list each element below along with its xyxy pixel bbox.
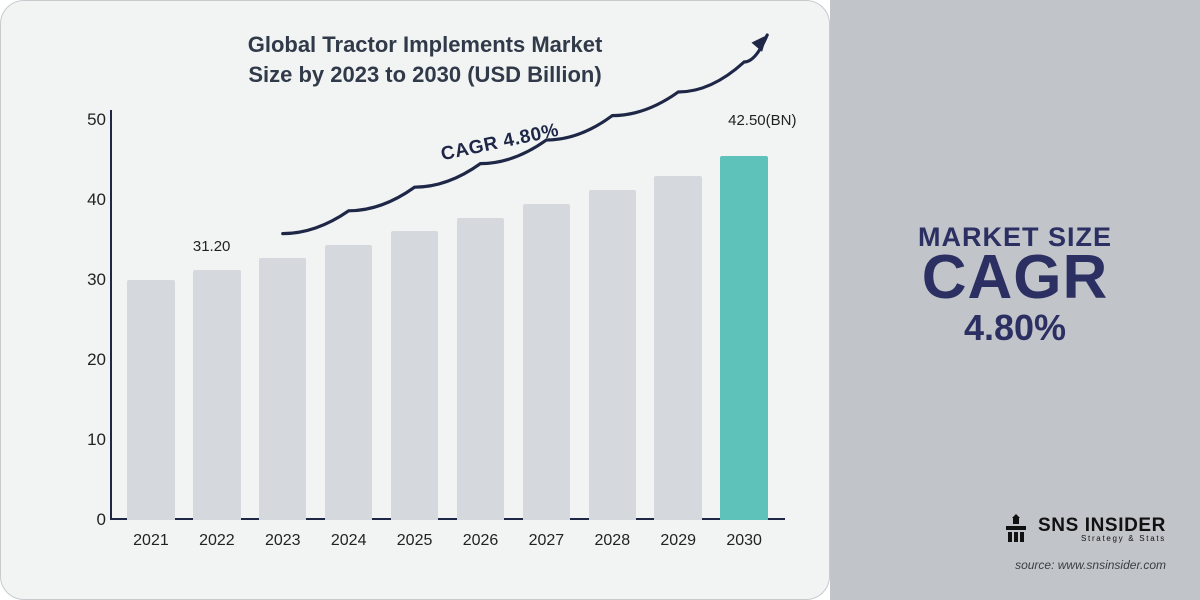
bar-slot: 2027 (513, 120, 579, 520)
bar (457, 218, 504, 520)
bar (259, 258, 306, 520)
chart-plot-area: 01020304050 2021202220232024202520262027… (110, 120, 785, 520)
bar-slot: 2023 (250, 120, 316, 520)
bar-slot: 2030 (711, 120, 777, 520)
bar (720, 156, 767, 520)
y-tick-label: 30 (58, 270, 106, 290)
y-tick-label: 50 (58, 110, 106, 130)
y-tick-label: 20 (58, 350, 106, 370)
x-tick-label: 2025 (397, 532, 433, 550)
bars-container: 2021202220232024202520262027202820292030 (110, 120, 785, 520)
info-panel: MARKET SIZE CAGR 4.80% SNS INSIDER Strat… (830, 0, 1200, 600)
y-tick-label: 40 (58, 190, 106, 210)
bar (589, 190, 636, 520)
bar-slot: 2024 (316, 120, 382, 520)
source-text: source: www.snsinsider.com (1015, 558, 1166, 572)
x-tick-label: 2028 (595, 532, 631, 550)
brand-block: SNS INSIDER Strategy & Stats (1004, 514, 1166, 544)
bar-slot: 2022 (184, 120, 250, 520)
chart-title: Global Tractor Implements Market Size by… (60, 30, 790, 89)
bar (391, 231, 438, 520)
x-tick-label: 2027 (529, 532, 565, 550)
bar-slot: 2029 (645, 120, 711, 520)
bar (654, 176, 701, 520)
y-tick-label: 10 (58, 430, 106, 450)
x-tick-label: 2026 (463, 532, 499, 550)
bar-slot: 2028 (579, 120, 645, 520)
x-tick-label: 2021 (133, 532, 169, 550)
cagr-value: 4.80% (918, 307, 1112, 349)
bar (193, 270, 240, 520)
brand-text: SNS INSIDER Strategy & Stats (1038, 515, 1166, 543)
bar (325, 245, 372, 520)
bar-value-callout: 31.20 (193, 238, 231, 255)
x-tick-label: 2024 (331, 532, 367, 550)
x-tick-label: 2023 (265, 532, 301, 550)
bar-value-callout: 42.50(BN) (728, 112, 796, 129)
y-axis-ticks: 01020304050 (58, 120, 106, 520)
brand-logo-icon (1004, 514, 1028, 544)
brand-name: SNS INSIDER (1038, 515, 1166, 536)
cagr-heading: CAGR (918, 247, 1112, 309)
x-tick-label: 2030 (726, 532, 762, 550)
chart-title-line2: Size by 2023 to 2030 (USD Billion) (60, 60, 790, 90)
bar-slot: 2021 (118, 120, 184, 520)
bar-slot: 2025 (382, 120, 448, 520)
x-tick-label: 2022 (199, 532, 235, 550)
bar (127, 280, 174, 520)
chart-title-line1: Global Tractor Implements Market (248, 32, 603, 57)
bar (523, 204, 570, 520)
y-tick-label: 0 (58, 510, 106, 530)
chart-panel: Global Tractor Implements Market Size by… (0, 0, 830, 600)
market-size-block: MARKET SIZE CAGR 4.80% (918, 222, 1112, 349)
bar-slot: 2026 (448, 120, 514, 520)
x-tick-label: 2029 (660, 532, 696, 550)
